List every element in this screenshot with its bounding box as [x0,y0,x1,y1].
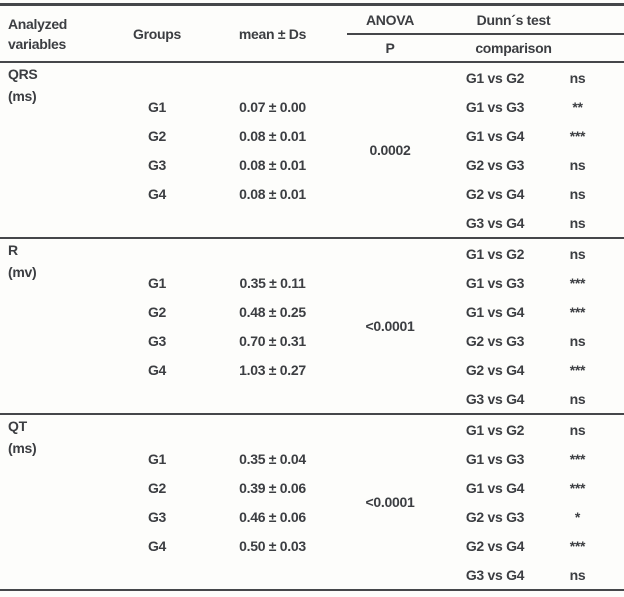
significance-value: ns [569,332,586,349]
significance-value: ns [569,185,586,202]
header-anova: ANOVA [365,11,415,28]
group-label: G2 [147,479,167,496]
group-label: G3 [147,332,167,349]
header-p: P [385,40,395,56]
mean-value: 0.39 ± 0.06 [239,479,306,496]
significance-value: *** [569,127,586,144]
significance-value: ns [569,69,586,86]
variable-label: QRS (ms) [0,63,112,237]
significance-value: *** [569,361,586,378]
variable-unit: (ms) [8,88,37,104]
group-label: G1 [147,450,167,467]
significance-value: * [574,508,581,525]
variable-name: QT [8,418,27,434]
comparison-pair: G3 vs G4 [465,566,525,583]
header-groups: Groups [133,25,181,42]
comparison-pair: G3 vs G4 [465,214,525,231]
group-label: G2 [147,303,167,320]
significance-value: ns [569,566,586,583]
group-label: G1 [147,98,167,115]
significance-value: ns [569,245,586,262]
group-label: G1 [147,274,167,291]
header-analyzed-line2: variables [8,35,67,52]
group-label: G2 [147,127,167,144]
section-qrs: QRS (ms) G1 G2 G3 G4 0.07 ± 0.00 0.08 ± … [0,63,624,239]
mean-value: 0.70 ± 0.31 [239,332,306,349]
anova-p-value: 0.0002 [369,142,411,158]
comparison-pair: G1 vs G4 [465,479,525,496]
group-label: G4 [147,185,167,202]
statistics-table: Analyzed variables Groups mean ± Ds ANOV… [0,3,624,591]
comparison-pair: G3 vs G4 [465,390,525,407]
significance-value: *** [569,274,586,291]
header-mean-ds: mean ± Ds [238,25,307,42]
header-comparison: comparison [475,40,552,56]
section-r: R (mv) G1 G2 G3 G4 0.35 ± 0.11 0.48 ± 0.… [0,239,624,415]
significance-value: *** [569,303,586,320]
comparison-pair: G2 vs G3 [465,332,525,349]
comparison-pair: G2 vs G3 [465,508,525,525]
mean-value: 0.08 ± 0.01 [239,127,306,144]
mean-value: 0.08 ± 0.01 [239,156,306,173]
variable-label: R (mv) [0,239,112,413]
mean-value: 0.07 ± 0.00 [239,98,306,115]
significance-value: ** [572,98,583,115]
group-label: G4 [147,361,167,378]
comparison-pair: G1 vs G2 [465,245,525,262]
significance-value: *** [569,537,586,554]
variable-name: QRS [8,66,38,82]
variable-label: QT (ms) [0,415,112,589]
group-label: G4 [147,537,167,554]
significance-value: *** [569,450,586,467]
anova-p-value: <0.0001 [365,318,415,334]
mean-value: 0.35 ± 0.04 [239,450,306,467]
significance-value: ns [569,214,586,231]
comparison-pair: G2 vs G4 [465,185,525,202]
comparison-pair: G2 vs G4 [465,361,525,378]
mean-value: 0.46 ± 0.06 [239,508,306,525]
mean-value: 0.08 ± 0.01 [239,185,306,202]
comparison-pair: G2 vs G4 [465,537,525,554]
mean-value: 0.35 ± 0.11 [239,274,306,291]
header-dunns-test: Dunn´s test [476,11,551,28]
comparison-pair: G1 vs G4 [465,303,525,320]
mean-value: 1.03 ± 0.27 [239,361,306,378]
comparison-pair: G1 vs G3 [465,450,525,467]
variable-name: R [8,242,18,258]
group-label: G3 [147,156,167,173]
variable-unit: (ms) [8,440,37,456]
comparison-pair: G1 vs G2 [465,69,525,86]
significance-value: *** [569,479,586,496]
mean-value: 0.50 ± 0.03 [239,537,306,554]
anova-p-value: <0.0001 [365,494,415,510]
comparison-pair: G1 vs G3 [465,274,525,291]
comparison-pair: G1 vs G2 [465,421,525,438]
mean-value: 0.48 ± 0.25 [239,303,306,320]
comparison-pair: G2 vs G3 [465,156,525,173]
significance-value: ns [569,390,586,407]
section-qt: QT (ms) G1 G2 G3 G4 0.35 ± 0.04 0.39 ± 0… [0,415,624,591]
comparison-pair: G1 vs G4 [465,127,525,144]
header-analyzed-line1: Analyzed [8,15,68,32]
significance-value: ns [569,421,586,438]
variable-unit: (mv) [8,264,37,280]
table-header: Analyzed variables Groups mean ± Ds ANOV… [0,3,624,63]
header-sub-rule [347,33,624,35]
group-label: G3 [147,508,167,525]
comparison-pair: G1 vs G3 [465,98,525,115]
significance-value: ns [569,156,586,173]
header-analyzed-variables: Analyzed variables [8,6,67,61]
